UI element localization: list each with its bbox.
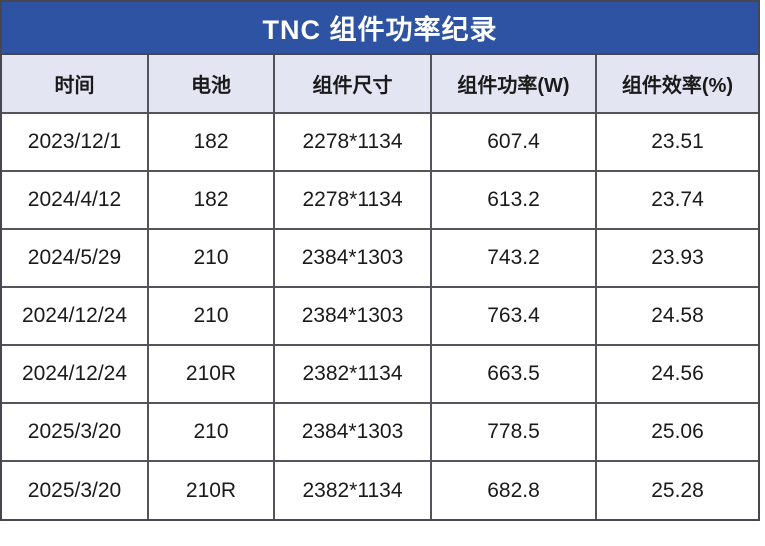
cell-efficiency: 25.28 <box>595 460 758 519</box>
cell-size: 2382*1134 <box>273 460 432 519</box>
table-row: 2023/12/1 182 2278*1134 607.4 23.51 <box>2 112 758 172</box>
cell-size: 2382*1134 <box>273 344 432 404</box>
cell-efficiency: 24.56 <box>595 344 758 404</box>
cell-battery: 182 <box>147 112 275 172</box>
table-row: 2025/3/20 210R 2382*1134 682.8 25.28 <box>2 460 758 519</box>
cell-efficiency: 23.74 <box>595 170 758 230</box>
cell-size: 2384*1303 <box>273 402 432 462</box>
cell-battery: 210R <box>147 344 275 404</box>
cell-time: 2024/5/29 <box>2 228 149 288</box>
cell-time: 2024/12/24 <box>2 344 149 404</box>
table-row: 2024/4/12 182 2278*1134 613.2 23.74 <box>2 170 758 230</box>
table-row: 2024/5/29 210 2384*1303 743.2 23.93 <box>2 228 758 288</box>
header-row: 时间 电池 组件尺寸 组件功率(W) 组件效率(%) <box>2 55 758 114</box>
cell-power: 613.2 <box>430 170 597 230</box>
cell-size: 2278*1134 <box>273 170 432 230</box>
column-header-size: 组件尺寸 <box>273 55 432 114</box>
column-header-efficiency: 组件效率(%) <box>595 55 758 114</box>
cell-time: 2023/12/1 <box>2 112 149 172</box>
cell-power: 663.5 <box>430 344 597 404</box>
table-row: 2024/12/24 210R 2382*1134 663.5 24.56 <box>2 344 758 404</box>
cell-efficiency: 25.06 <box>595 402 758 462</box>
cell-battery: 182 <box>147 170 275 230</box>
cell-size: 2384*1303 <box>273 286 432 346</box>
cell-size: 2278*1134 <box>273 112 432 172</box>
cell-battery: 210 <box>147 286 275 346</box>
cell-time: 2025/3/20 <box>2 460 149 519</box>
cell-power: 743.2 <box>430 228 597 288</box>
cell-time: 2024/12/24 <box>2 286 149 346</box>
cell-battery: 210R <box>147 460 275 519</box>
cell-size: 2384*1303 <box>273 228 432 288</box>
cell-power: 682.8 <box>430 460 597 519</box>
cell-efficiency: 23.51 <box>595 112 758 172</box>
power-record-table: TNC 组件功率纪录 时间 电池 组件尺寸 组件功率(W) 组件效率(%) 20… <box>0 0 760 521</box>
table-row: 2024/12/24 210 2384*1303 763.4 24.58 <box>2 286 758 346</box>
cell-battery: 210 <box>147 402 275 462</box>
cell-time: 2024/4/12 <box>2 170 149 230</box>
cell-battery: 210 <box>147 228 275 288</box>
data-table: 时间 电池 组件尺寸 组件功率(W) 组件效率(%) 2023/12/1 182… <box>2 55 758 519</box>
column-header-time: 时间 <box>2 55 149 114</box>
table-title: TNC 组件功率纪录 <box>2 2 758 55</box>
cell-power: 763.4 <box>430 286 597 346</box>
cell-time: 2025/3/20 <box>2 402 149 462</box>
column-header-power: 组件功率(W) <box>430 55 597 114</box>
cell-efficiency: 23.93 <box>595 228 758 288</box>
table-row: 2025/3/20 210 2384*1303 778.5 25.06 <box>2 402 758 462</box>
cell-power: 778.5 <box>430 402 597 462</box>
cell-power: 607.4 <box>430 112 597 172</box>
column-header-cell: 电池 <box>147 55 275 114</box>
cell-efficiency: 24.58 <box>595 286 758 346</box>
